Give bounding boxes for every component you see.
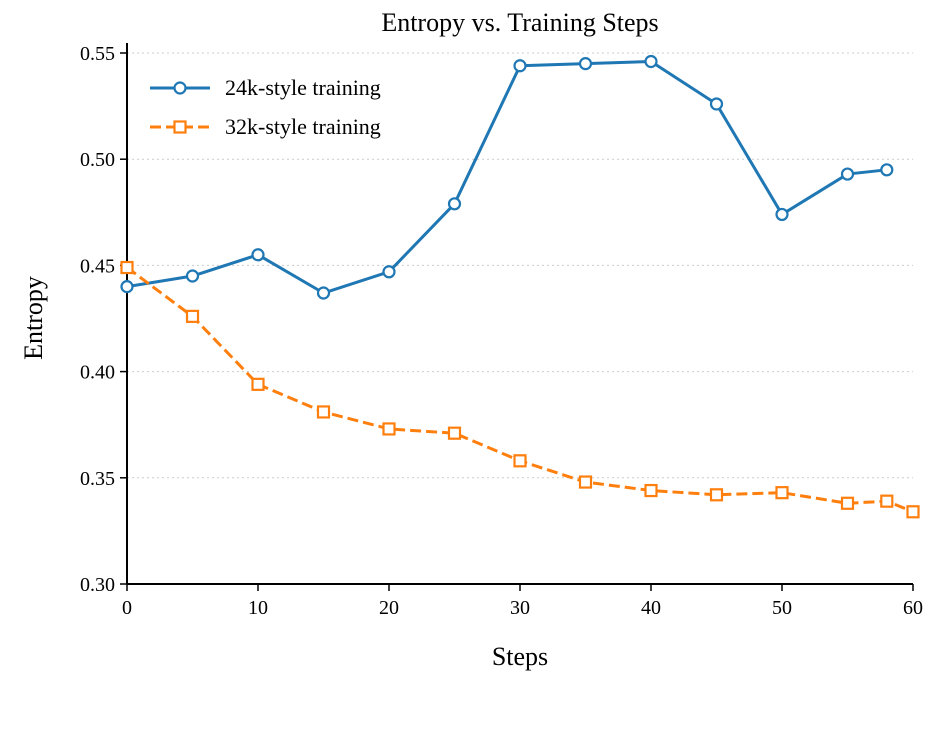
data-point (251, 377, 265, 391)
chart-title: Entropy vs. Training Steps (381, 8, 658, 37)
data-point (775, 486, 789, 500)
data-point (513, 59, 527, 73)
data-point (316, 405, 331, 419)
data-point (513, 454, 527, 468)
data-point (578, 57, 593, 71)
legend-label: 24k-style training (225, 75, 381, 100)
x-tick-label: 10 (248, 597, 268, 619)
y-tick-label: 0.55 (80, 43, 115, 65)
x-tick-label: 50 (772, 597, 792, 619)
x-axis-label: Steps (492, 642, 548, 671)
data-point (185, 309, 200, 323)
data-point (120, 280, 134, 294)
y-tick-label: 0.45 (80, 255, 115, 277)
data-point (644, 54, 658, 69)
data-point (709, 97, 724, 111)
data-point (447, 426, 462, 440)
data-point (382, 265, 396, 279)
data-point (840, 496, 855, 510)
data-point (775, 207, 789, 222)
data-point (382, 422, 396, 436)
series-24k-style-training (120, 54, 894, 300)
data-point (316, 286, 331, 300)
legend-item: 24k-style training (150, 75, 381, 100)
x-tick-label: 40 (641, 597, 661, 619)
legend-label: 32k-style training (225, 114, 381, 139)
data-point (906, 505, 920, 519)
legend: 24k-style training 32k-style training (150, 75, 381, 139)
data-point (251, 248, 265, 262)
x-tick-label: 30 (510, 597, 530, 619)
data-point (120, 260, 134, 275)
data-point (709, 488, 724, 502)
y-tick-label: 0.40 (80, 362, 115, 384)
x-tick-label: 20 (379, 597, 399, 619)
x-tick-label: 60 (903, 597, 923, 619)
series-line (126, 266, 914, 514)
data-point (880, 163, 894, 177)
series-32k-style-training (120, 260, 920, 519)
data-point (840, 167, 855, 181)
data-point (447, 197, 462, 211)
data-point (578, 475, 593, 489)
data-point (644, 483, 658, 498)
y-tick-label: 0.30 (80, 574, 115, 596)
x-tick-label: 0 (122, 597, 132, 619)
data-point (185, 269, 200, 283)
y-tick-label: 0.35 (80, 468, 115, 490)
data-point (880, 494, 894, 508)
data-point (173, 120, 187, 134)
legend-item: 32k-style training (150, 114, 381, 139)
y-axis-label: Entropy (19, 276, 48, 360)
data-point (173, 81, 187, 95)
y-tick-label: 0.50 (80, 149, 115, 171)
